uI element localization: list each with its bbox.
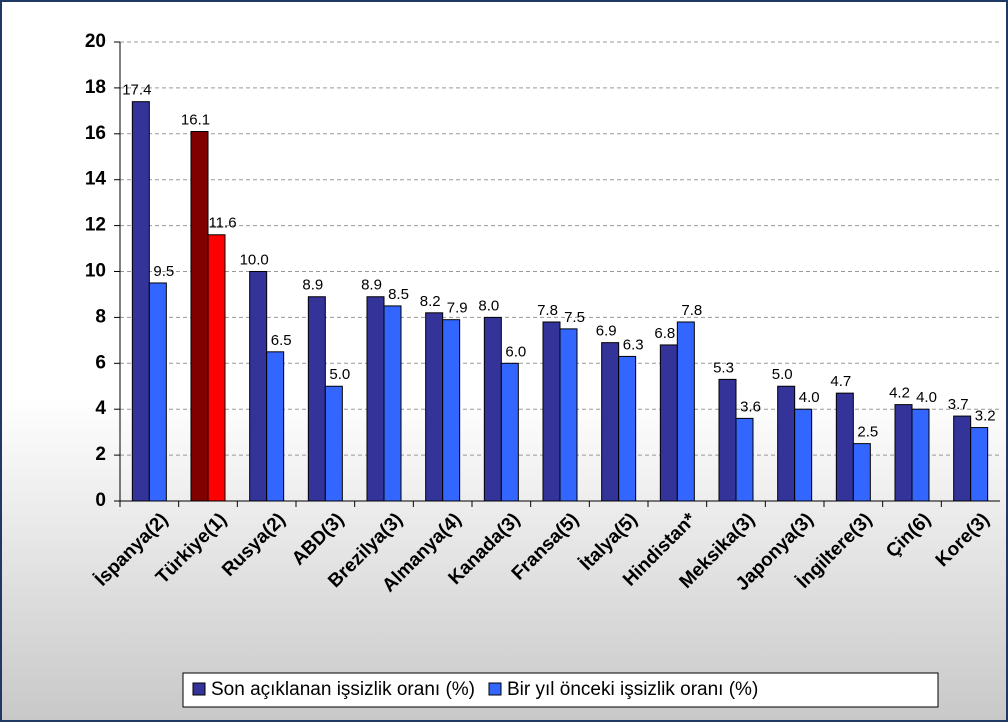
bar xyxy=(835,392,854,502)
bar xyxy=(735,417,754,502)
value-label: 4.0 xyxy=(916,389,937,406)
bar xyxy=(676,321,695,502)
bar xyxy=(852,443,871,502)
value-label: 6.8 xyxy=(654,325,675,342)
bar xyxy=(542,321,561,502)
value-label: 5.0 xyxy=(329,366,350,383)
value-label: 8.5 xyxy=(388,286,409,303)
y-tick-label: 8 xyxy=(95,306,106,327)
y-tick-label: 20 xyxy=(85,31,106,52)
value-label: 5.0 xyxy=(772,366,793,383)
legend-label: Bir yıl önceki işsizlik oranı (%) xyxy=(507,679,758,700)
bar xyxy=(559,328,578,502)
bar xyxy=(718,378,737,502)
y-tick-label: 18 xyxy=(85,77,106,98)
value-label: 4.0 xyxy=(799,389,820,406)
value-label: 9.5 xyxy=(153,263,174,280)
value-label: 8.2 xyxy=(420,293,441,310)
legend-swatch xyxy=(192,682,206,696)
y-tick-label: 10 xyxy=(85,261,106,282)
bar xyxy=(190,131,209,502)
value-label: 6.0 xyxy=(505,343,526,360)
value-label: 7.9 xyxy=(447,300,468,317)
value-label: 6.3 xyxy=(623,336,644,353)
value-label: 8.0 xyxy=(478,297,499,314)
value-label: 8.9 xyxy=(302,277,323,294)
value-label: 5.3 xyxy=(713,359,734,376)
value-label: 3.2 xyxy=(975,408,996,425)
bar xyxy=(324,385,343,502)
value-label: 6.9 xyxy=(596,323,617,340)
bar xyxy=(249,271,268,502)
y-tick-label: 16 xyxy=(85,123,106,144)
bar xyxy=(148,282,167,502)
bar xyxy=(383,305,402,502)
y-tick-label: 6 xyxy=(95,352,106,373)
legend-label: Son açıklanan işsizlik oranı (%) xyxy=(211,679,475,700)
bar xyxy=(131,101,150,502)
value-label: 3.6 xyxy=(740,398,761,415)
bar xyxy=(483,316,502,502)
bar xyxy=(307,296,326,502)
bar xyxy=(425,312,444,502)
bar xyxy=(659,344,678,502)
bar xyxy=(911,408,930,502)
bar xyxy=(442,319,461,502)
bar xyxy=(618,355,637,502)
value-label: 8.9 xyxy=(361,277,382,294)
value-label: 3.7 xyxy=(948,396,969,413)
value-label: 6.5 xyxy=(271,332,292,349)
value-label: 7.8 xyxy=(537,302,558,319)
legend-box xyxy=(182,672,939,708)
bar xyxy=(366,296,385,502)
value-label: 17.4 xyxy=(122,82,151,99)
bar xyxy=(266,351,285,502)
y-tick-label: 12 xyxy=(85,215,106,236)
value-label: 4.2 xyxy=(889,385,910,402)
bar xyxy=(894,404,913,502)
bar xyxy=(953,415,972,502)
bar xyxy=(777,385,796,502)
value-label: 16.1 xyxy=(181,111,210,128)
y-tick-label: 2 xyxy=(95,444,106,465)
value-label: 7.8 xyxy=(681,302,702,319)
value-label: 4.7 xyxy=(830,373,851,390)
bar xyxy=(794,408,813,502)
y-tick-label: 14 xyxy=(85,169,107,190)
bar xyxy=(601,342,620,502)
legend-swatch xyxy=(488,682,502,696)
value-label: 10.0 xyxy=(240,251,269,268)
bar xyxy=(970,427,989,502)
value-label: 7.5 xyxy=(564,309,585,326)
bar xyxy=(207,234,226,502)
y-tick-label: 4 xyxy=(95,398,106,419)
y-tick-label: 0 xyxy=(95,490,106,511)
value-label: 11.6 xyxy=(208,215,236,232)
value-label: 2.5 xyxy=(857,424,878,441)
bar xyxy=(500,362,519,502)
